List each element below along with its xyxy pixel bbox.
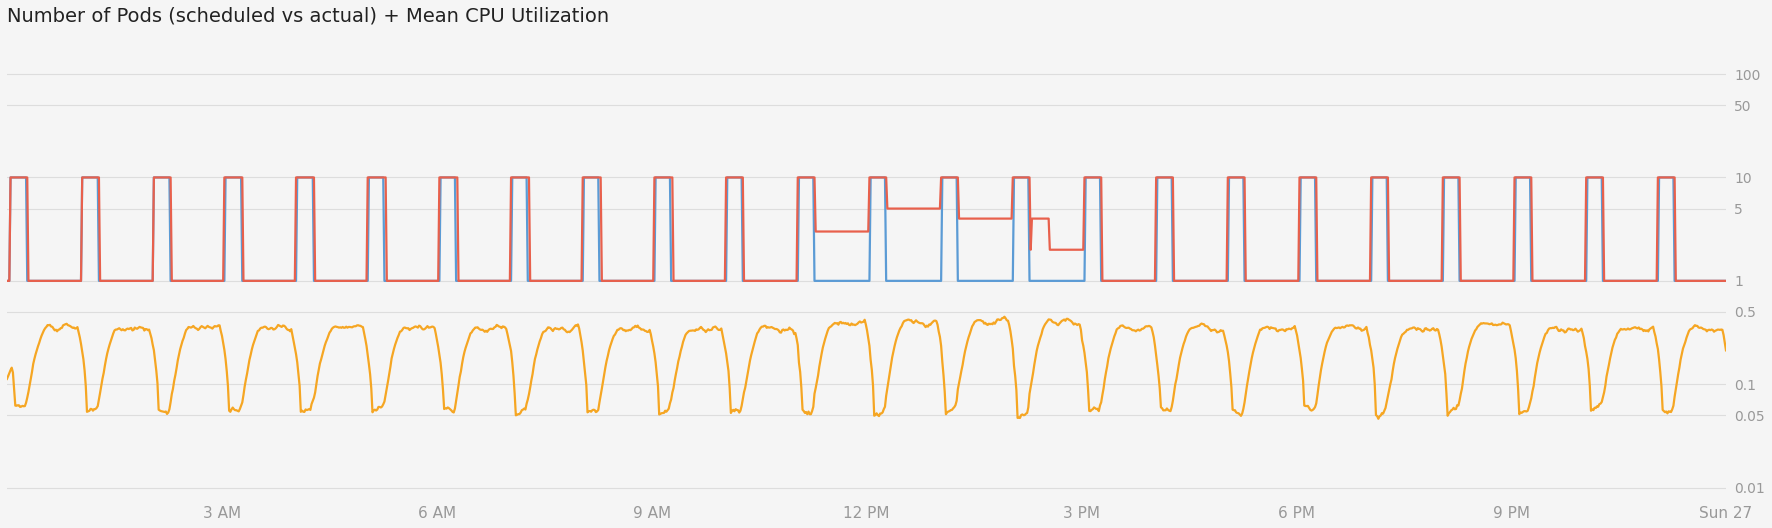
Text: Number of Pods (scheduled vs actual) + Mean CPU Utilization: Number of Pods (scheduled vs actual) + M… <box>7 7 610 26</box>
